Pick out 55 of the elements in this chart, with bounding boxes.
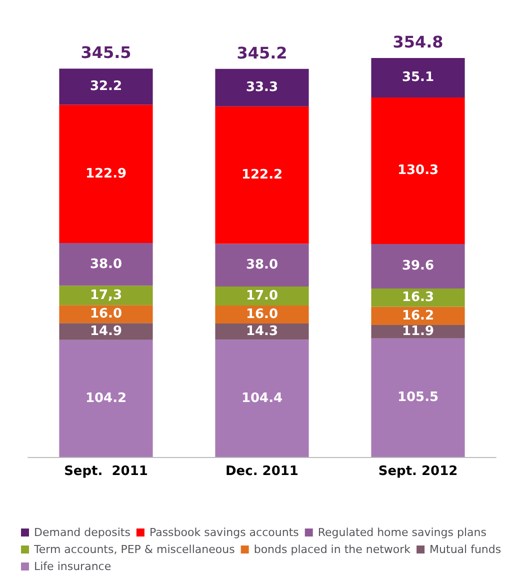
bar bbox=[59, 104, 153, 243]
data-label: 104.4 bbox=[241, 390, 283, 406]
bar bbox=[215, 106, 309, 244]
data-label: 33.3 bbox=[246, 80, 278, 96]
bar bbox=[215, 306, 309, 324]
data-label: 17,3 bbox=[90, 288, 122, 303]
legend-label: bonds placed in the network bbox=[254, 543, 412, 556]
legend-label: Life insurance bbox=[34, 560, 112, 573]
data-label: 130.3 bbox=[397, 163, 439, 178]
bar bbox=[59, 323, 153, 340]
legend-label: Demand deposits bbox=[34, 526, 131, 539]
data-label: 38.0 bbox=[246, 258, 278, 273]
data-label: 35.1 bbox=[402, 70, 434, 86]
bar bbox=[59, 68, 153, 105]
legend-label: Mutual funds bbox=[430, 543, 502, 556]
data-label: 17.0 bbox=[246, 288, 278, 304]
data-label: 11.9 bbox=[402, 324, 434, 340]
bar bbox=[371, 97, 465, 244]
bar bbox=[371, 306, 465, 326]
total-label: 354.8 bbox=[392, 32, 444, 52]
data-label: 16.2 bbox=[402, 308, 434, 324]
bar bbox=[215, 244, 309, 286]
data-label: 122.2 bbox=[241, 168, 283, 183]
bar bbox=[59, 305, 153, 324]
bar bbox=[371, 325, 465, 338]
x-tick-label: Sept. 2011 bbox=[64, 464, 148, 479]
bar bbox=[371, 58, 465, 98]
data-label: 16.0 bbox=[90, 306, 122, 322]
x-tick-label: Dec. 2011 bbox=[226, 464, 298, 479]
legend-label: Term accounts, PEP & miscellaneous bbox=[33, 543, 236, 556]
data-label: 16.0 bbox=[246, 307, 278, 322]
data-label: 16.3 bbox=[402, 290, 434, 306]
data-label: 38.0 bbox=[90, 256, 122, 272]
bar bbox=[59, 286, 153, 306]
legend-label: Passbook savings accounts bbox=[149, 526, 300, 539]
bar bbox=[59, 340, 153, 457]
data-label: 105.5 bbox=[397, 390, 439, 406]
data-label: 122.9 bbox=[85, 166, 127, 182]
bar bbox=[215, 324, 309, 340]
data-label: 14.3 bbox=[246, 324, 278, 340]
total-label: 345.5 bbox=[80, 43, 132, 62]
data-label: 39.6 bbox=[402, 258, 434, 274]
bar bbox=[59, 242, 153, 286]
bar bbox=[371, 244, 465, 288]
bar bbox=[215, 68, 309, 106]
x-tick-label: Sept. 2012 bbox=[378, 464, 458, 479]
data-label: 32.2 bbox=[90, 79, 122, 94]
data-label: 14.9 bbox=[90, 324, 122, 339]
data-label: 104.2 bbox=[85, 390, 127, 406]
bar bbox=[215, 286, 309, 306]
bar bbox=[215, 340, 309, 457]
bar bbox=[371, 288, 465, 307]
bar bbox=[371, 338, 465, 457]
total-label: 345.2 bbox=[236, 43, 288, 62]
legend-label: Regulated home savings plans bbox=[318, 526, 487, 539]
